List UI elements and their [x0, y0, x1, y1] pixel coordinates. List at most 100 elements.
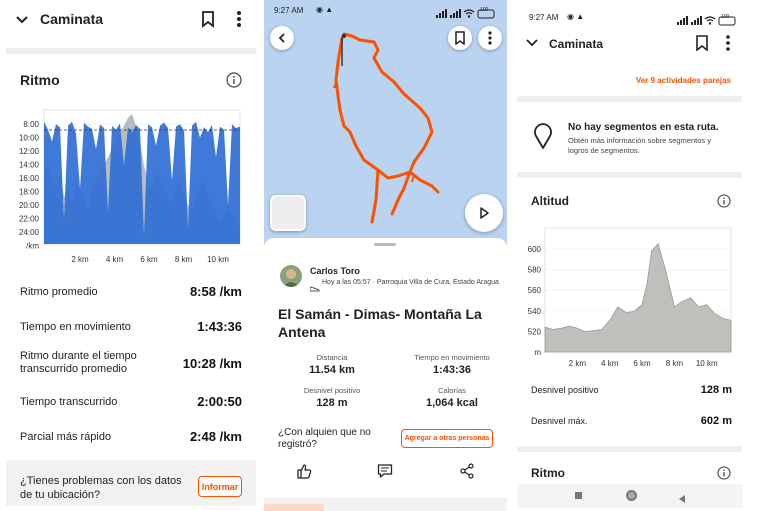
play-flyover-button[interactable] — [465, 194, 503, 232]
y-tick-label: 560 — [528, 286, 542, 295]
metric-value: 1:43:36 — [433, 364, 471, 376]
pace-screen: Caminata Ritmo 8:00 10:00 12:00 14:00 16:00 1… — [0, 0, 264, 511]
status-time: 9:27 AM — [529, 13, 559, 22]
y-tick-label: 540 — [528, 307, 542, 316]
metric: Distancia 11.54 km — [282, 353, 382, 376]
activity-screen: 9:27 AM ◉ ▲ 100 Carlos Toro Hoy a las 05… — [264, 0, 507, 511]
bookmark-icon[interactable] — [200, 10, 216, 28]
metric-value: 11.54 km — [309, 364, 355, 376]
stat-row: Ritmo durante el tiempo transcurrido pro… — [20, 350, 242, 376]
start-marker — [342, 34, 346, 38]
altitude-info-icon[interactable] — [717, 194, 731, 208]
stat-value: 10:28 /km — [182, 355, 242, 371]
x-tick-label: 8 km — [175, 255, 193, 264]
stat-row: Desnivel positivo 128 m — [531, 384, 732, 396]
location-pin-icon — [533, 122, 553, 150]
more-options-button[interactable] — [478, 26, 502, 50]
x-tick-label: 8 km — [666, 359, 684, 368]
pace-title: Ritmo — [531, 466, 565, 480]
stat-value: 128 m — [700, 384, 732, 396]
matched-activities-link[interactable]: Ver 9 actividades parejas — [635, 76, 731, 85]
divider — [517, 446, 742, 452]
y-tick-label: 12:00 — [19, 147, 40, 156]
y-tick-label: 580 — [528, 266, 542, 275]
y-tick-label: 16:00 — [19, 174, 40, 183]
y-tick-label: m — [534, 348, 541, 357]
stat-row: Ritmo promedio 8:58 /km — [20, 284, 242, 299]
section-title: Ritmo — [20, 72, 60, 88]
stat-label: Desnivel positivo — [531, 385, 599, 395]
route-map — [333, 32, 440, 224]
stat-label: Parcial más rápido — [20, 430, 112, 443]
y-tick-label: 8:00 — [23, 120, 39, 129]
report-button[interactable]: Informar — [198, 476, 242, 497]
stat-value: 1:43:36 — [197, 319, 242, 334]
tag-question: ¿Con alquien que no registró? — [278, 427, 371, 450]
stat-row: Parcial más rápido 2:48 /km — [20, 429, 242, 444]
altitude-title: Altitud — [531, 194, 569, 208]
data-problem-text: ¿Tienes problemas con los datos de tu ub… — [20, 475, 182, 501]
x-tick-label: 6 km — [140, 255, 158, 264]
recent-apps-icon[interactable] — [575, 492, 582, 499]
stat-row: Tiempo en movimiento 1:43:36 — [20, 319, 242, 334]
altitude-area — [544, 243, 732, 353]
pace-info-icon[interactable] — [717, 466, 731, 480]
stat-row: Tiempo transcurrido 2:00:50 — [20, 394, 242, 409]
more-options-icon[interactable] — [234, 10, 244, 28]
signal-icon — [436, 6, 496, 19]
back-nav-icon[interactable] — [677, 491, 687, 503]
back-chevron-icon[interactable] — [525, 36, 539, 50]
more-options-icon[interactable] — [724, 35, 732, 51]
signal-icon — [677, 13, 737, 26]
x-tick-label: 6 km — [633, 359, 651, 368]
metric: Calorías 1,064 kcal — [402, 386, 502, 409]
kudos-icon[interactable] — [296, 463, 312, 479]
x-tick-label: 10 km — [207, 255, 229, 264]
athlete-avatar[interactable] — [280, 265, 302, 287]
activity-meta: Hoy a las 05:57 · Parroquia Villa de Cur… — [322, 279, 499, 286]
y-tick-label: /km — [26, 242, 39, 251]
x-tick-label: 4 km — [601, 359, 619, 368]
stat-label: Tiempo transcurrido — [20, 395, 118, 408]
bookmark-button[interactable] — [448, 26, 472, 50]
divider — [517, 96, 742, 102]
metric-label: Tiempo en movimiento — [414, 353, 490, 362]
y-tick-label: 20:00 — [19, 201, 40, 210]
y-tick-label: 18:00 — [19, 188, 40, 197]
back-button[interactable] — [270, 26, 294, 50]
stat-value: 2:00:50 — [197, 394, 242, 409]
metric-label: Distancia — [316, 353, 348, 362]
y-tick-label: 24:00 — [19, 228, 40, 237]
stat-label: Tiempo en movimiento — [20, 320, 131, 333]
map-thumbnail[interactable] — [270, 195, 306, 231]
add-people-button[interactable]: Agregar a otras personas — [401, 429, 493, 448]
stat-label: Ritmo durante el tiempo transcurrido pro… — [20, 350, 137, 375]
comment-icon[interactable] — [377, 463, 393, 479]
bookmark-icon[interactable] — [695, 35, 709, 52]
x-tick-label: 2 km — [71, 255, 89, 264]
metric: Tiempo en movimiento 1:43:36 — [402, 353, 502, 376]
share-icon[interactable] — [459, 463, 475, 479]
info-icon[interactable] — [226, 72, 242, 88]
pace-chart: 8:00 10:00 12:00 14:00 16:00 18:00 20:00 22:00 2… — [19, 109, 241, 264]
header-title: Caminata — [549, 37, 604, 51]
pace-moving-area — [44, 121, 240, 244]
metric-label: Calorías — [438, 386, 466, 395]
x-tick-label: 10 km — [696, 359, 718, 368]
sheet-handle[interactable] — [374, 243, 396, 246]
y-tick-label: 14:00 — [19, 161, 40, 170]
bottom-accent-bar — [264, 498, 507, 511]
home-icon[interactable] — [626, 490, 637, 501]
status-time: 9:27 AM — [274, 6, 304, 15]
metric-value: 1,064 kcal — [426, 397, 478, 409]
battery-level: 100 — [721, 14, 730, 20]
shoe-icon — [309, 279, 320, 292]
segments-description: Obtén más información sobre segmentos y … — [568, 136, 711, 155]
battery-level: 100 — [480, 7, 489, 13]
activity-sheet — [264, 238, 507, 498]
segments-title: No hay segmentos en esta ruta. — [568, 122, 719, 133]
x-tick-label: 4 km — [106, 255, 124, 264]
back-chevron-icon[interactable] — [14, 12, 30, 28]
athlete-name[interactable]: Carlos Toro — [310, 266, 360, 276]
details-screen: 9:27 AM ◉ ▲ 100 Caminata Ver 9 actividad… — [507, 0, 768, 511]
